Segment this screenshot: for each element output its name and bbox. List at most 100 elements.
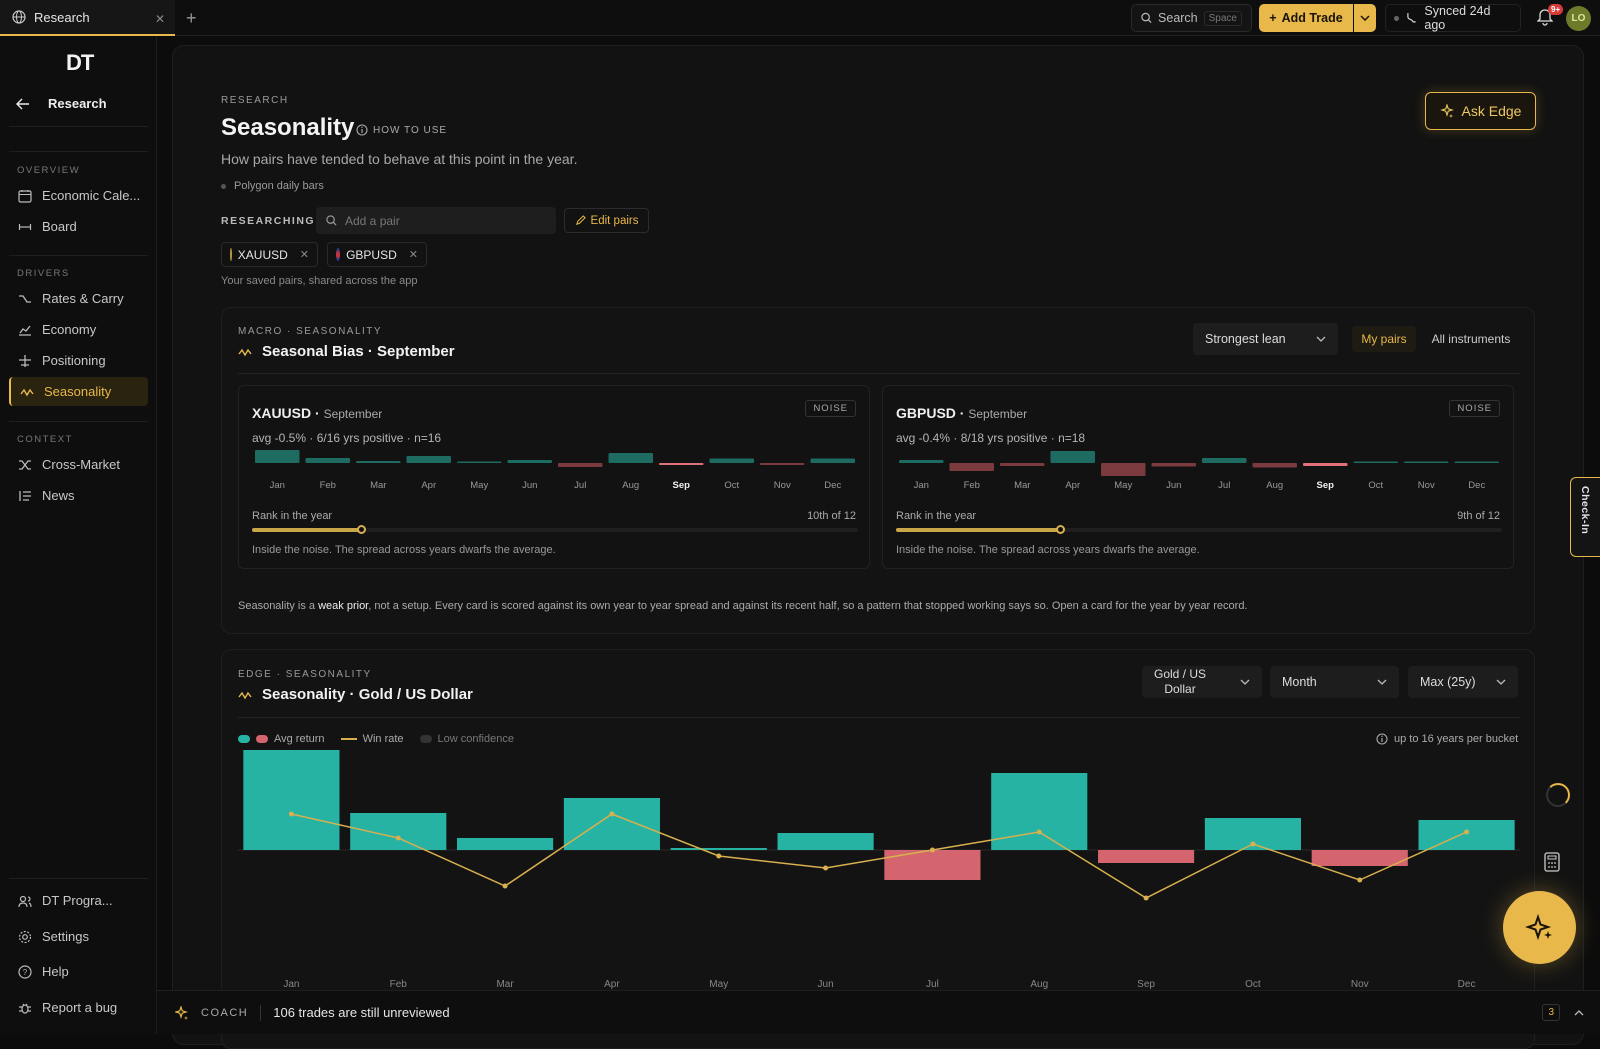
mini-bar-nov bbox=[760, 463, 805, 465]
sidebar-item-label: Positioning bbox=[42, 353, 106, 368]
rank-label: Rank in the year bbox=[252, 510, 333, 522]
bar-dec bbox=[1418, 820, 1515, 850]
flag-gb-icon bbox=[336, 248, 341, 261]
chevron-up-icon[interactable] bbox=[1574, 1009, 1584, 1016]
x-tick-label: Sep bbox=[1137, 979, 1155, 990]
mini-tick-label: Oct bbox=[1368, 480, 1383, 491]
bias-card-xauusd[interactable]: XAUUSD · September NOISE avg -0.5% · 6/1… bbox=[238, 385, 870, 569]
sidebar-item-label: News bbox=[42, 488, 75, 503]
remove-chip-icon[interactable]: ✕ bbox=[299, 249, 309, 261]
sort-select[interactable]: Strongest lean bbox=[1193, 323, 1338, 355]
search-button[interactable]: Search Space bbox=[1131, 4, 1252, 32]
x-tick-label: Dec bbox=[1458, 979, 1476, 990]
filter-my-pairs[interactable]: My pairs bbox=[1352, 326, 1416, 352]
add-pair-input[interactable]: Add a pair bbox=[316, 207, 556, 234]
win-rate-point bbox=[1036, 829, 1042, 835]
close-tab-icon[interactable]: ✕ bbox=[154, 12, 165, 26]
win-rate-point bbox=[502, 883, 508, 889]
sidebar-item-seasonality[interactable]: Seasonality bbox=[9, 377, 148, 406]
mini-tick-label: Dec bbox=[824, 480, 841, 491]
check-in-tab[interactable]: Check-In bbox=[1570, 477, 1600, 557]
svg-text:?: ? bbox=[23, 968, 28, 977]
mini-tick-label: Mar bbox=[1014, 480, 1030, 491]
sidebar-item-settings[interactable]: Settings bbox=[9, 922, 148, 951]
legend-win-rate: Win rate bbox=[362, 733, 404, 745]
sidebar-item-report-bug[interactable]: Report a bug bbox=[9, 993, 148, 1022]
mini-tick-label: Jun bbox=[522, 480, 537, 491]
seasonality-chart: Jan Feb Mar Apr May Jun Jul Aug Sep Oct Nov Dec bbox=[238, 750, 1520, 990]
legend-avg-return: Avg return bbox=[274, 733, 325, 745]
edit-pairs-label: Edit pairs bbox=[590, 214, 639, 227]
mini-bar-jun bbox=[507, 460, 552, 463]
mini-bar-oct bbox=[709, 458, 754, 463]
edit-pairs-button[interactable]: Edit pairs bbox=[564, 208, 649, 233]
divider bbox=[238, 373, 1520, 374]
footnote-post: , not a setup. Every card is scored agai… bbox=[368, 600, 1248, 612]
pair-chip-gbpusd[interactable]: GBPUSD ✕ bbox=[327, 242, 427, 267]
sidebar-item-positioning[interactable]: Positioning bbox=[9, 346, 148, 375]
panel-title: Seasonal Bias · September bbox=[238, 343, 455, 360]
coach-bar[interactable]: COACH 106 trades are still unreviewed 3 bbox=[157, 990, 1600, 1034]
sidebar-item-board[interactable]: Board bbox=[9, 212, 148, 241]
card-note: Inside the noise. The spread across year… bbox=[896, 544, 1200, 556]
back-button[interactable]: Research bbox=[16, 96, 107, 111]
tab-research[interactable]: Research ✕ bbox=[0, 0, 175, 36]
filter-all-instruments[interactable]: All instruments bbox=[1431, 332, 1511, 346]
new-tab-icon[interactable]: + bbox=[186, 8, 197, 28]
bug-icon bbox=[19, 1003, 31, 1014]
rank-fill bbox=[896, 528, 1060, 532]
instrument-select[interactable]: Gold / US Dollar bbox=[1142, 666, 1262, 698]
ask-edge-button[interactable]: Ask Edge bbox=[1425, 92, 1536, 130]
divider bbox=[260, 1004, 262, 1021]
x-tick-label: Mar bbox=[496, 979, 514, 990]
x-tick-label: Oct bbox=[1245, 979, 1261, 990]
seasonality-footnote: Seasonality is a weak prior, not a setup… bbox=[238, 600, 1248, 612]
mini-tick-label: Mar bbox=[370, 480, 386, 491]
section-overview: OVERVIEW bbox=[17, 165, 81, 176]
rank-label: Rank in the year bbox=[896, 510, 977, 522]
legend-low-swatch bbox=[419, 735, 432, 743]
sidebar-item-economy[interactable]: Economy bbox=[9, 315, 148, 344]
mini-bar-chart: Jan Feb Mar Apr May Jun Jul Aug Sep Oct Nov Dec bbox=[899, 451, 1499, 491]
mini-tick-label: Jul bbox=[1218, 480, 1230, 491]
panel-title: Seasonality · Gold / US Dollar bbox=[238, 686, 473, 703]
rank-value: 9th of 12 bbox=[1457, 510, 1500, 522]
sidebar-item-cross-market[interactable]: Cross-Market bbox=[9, 450, 148, 479]
ai-assistant-button[interactable] bbox=[1503, 891, 1576, 964]
sidebar-item-label: Settings bbox=[42, 929, 89, 944]
legend-low-confidence: Low confidence bbox=[437, 733, 514, 745]
how-to-use-link[interactable]: HOW TO USE bbox=[356, 124, 447, 136]
help-icon: ? bbox=[18, 964, 32, 979]
info-icon bbox=[356, 124, 368, 136]
win-rate-point bbox=[1357, 877, 1363, 883]
sidebar-item-help[interactable]: ? Help bbox=[9, 957, 148, 986]
period-select[interactable]: Month bbox=[1270, 666, 1399, 698]
economy-icon bbox=[19, 325, 31, 336]
divider bbox=[238, 717, 1520, 718]
sidebar-item-dt-program[interactable]: DT Progra... bbox=[9, 886, 148, 915]
sidebar-item-rates-carry[interactable]: Rates & Carry bbox=[9, 284, 148, 313]
search-shortcut: Space bbox=[1203, 10, 1242, 26]
range-select[interactable]: Max (25y) bbox=[1408, 666, 1518, 698]
mini-bar-mar bbox=[356, 461, 401, 463]
section-drivers: DRIVERS bbox=[17, 268, 70, 279]
calculator-icon[interactable] bbox=[1542, 852, 1562, 872]
avatar[interactable]: LO bbox=[1566, 6, 1591, 31]
card-month: September bbox=[323, 407, 383, 421]
mini-tick-label: Aug bbox=[1266, 480, 1283, 491]
add-trade-button[interactable]: + Add Trade bbox=[1259, 4, 1353, 32]
period-select-value: Month bbox=[1282, 675, 1317, 689]
sidebar-item-economic-calendar[interactable]: Economic Cale... bbox=[9, 181, 148, 210]
pair-chip-xauusd[interactable]: XAUUSD ✕ bbox=[221, 242, 318, 267]
add-trade-menu-button[interactable] bbox=[1354, 4, 1376, 32]
divider bbox=[9, 126, 148, 127]
sync-status[interactable]: Synced 24d ago bbox=[1385, 4, 1521, 32]
mini-tick-label: Sep bbox=[673, 480, 691, 491]
rank-fill bbox=[252, 528, 362, 532]
bias-card-gbpusd[interactable]: GBPUSD · September NOISE avg -0.4% · 8/1… bbox=[882, 385, 1514, 569]
bar-aug bbox=[991, 773, 1088, 850]
mini-tick-label: Aug bbox=[622, 480, 639, 491]
remove-chip-icon[interactable]: ✕ bbox=[408, 249, 418, 261]
legend-positive-swatch bbox=[238, 735, 250, 743]
sidebar-item-news[interactable]: News bbox=[9, 481, 148, 510]
